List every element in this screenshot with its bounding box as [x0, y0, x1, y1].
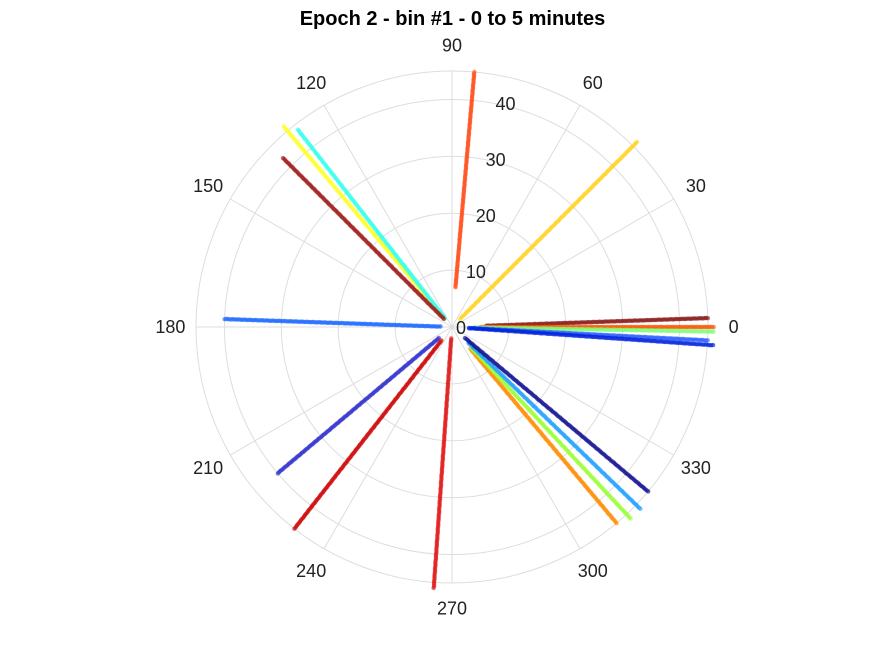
grid-spoke: [451, 326, 674, 456]
angle-tick-label: 210: [193, 458, 223, 478]
data-point: [292, 526, 297, 531]
data-point: [628, 516, 633, 521]
data-point: [634, 139, 640, 145]
data-point: [281, 124, 287, 129]
radial-tick-label: 20: [476, 206, 496, 226]
grid-spoke: [230, 326, 453, 456]
angle-tick-label: 120: [296, 73, 326, 93]
grid-spoke: [451, 326, 581, 549]
angle-tick-label: 330: [681, 458, 711, 478]
grid-spoke: [451, 105, 581, 328]
data-point: [705, 338, 710, 343]
grid-spoke: [323, 326, 453, 549]
grid-spoke: [451, 198, 674, 328]
data-point: [275, 471, 280, 476]
data-point: [711, 324, 716, 330]
data-point: [614, 521, 619, 526]
angle-tick-label: 180: [155, 317, 185, 337]
grid-spoke: [323, 105, 453, 328]
data-point: [711, 329, 716, 334]
radial-tick-label: 30: [486, 150, 506, 170]
data-point: [295, 127, 301, 132]
polar-grid: [195, 70, 709, 584]
data-point: [705, 316, 710, 321]
radial-tick-label: 0: [456, 318, 466, 338]
angle-tick-label: 60: [583, 73, 603, 93]
data-point: [646, 489, 651, 494]
data-layer: [222, 69, 716, 591]
data-point: [710, 342, 716, 348]
angle-tick-label: 240: [296, 561, 326, 581]
radial-tick-label: 10: [466, 262, 486, 282]
angle-tick-label: 270: [437, 599, 467, 619]
data-point: [280, 155, 286, 161]
grid-spoke: [230, 198, 453, 328]
data-point: [638, 506, 643, 511]
angle-tick-label: 150: [193, 176, 223, 196]
radial-tick-label: 40: [496, 94, 516, 114]
tick-labels: 0 30 60 90 120 150 180 210 240 270 300 330 0 10 20 30 40: [155, 35, 738, 618]
data-point: [431, 585, 436, 591]
chart-title: Epoch 2 - bin #1 - 0 to 5 minutes: [299, 8, 606, 30]
angle-tick-label: 90: [442, 35, 462, 55]
data-point: [472, 69, 477, 75]
angle-tick-label: 300: [578, 561, 608, 581]
angle-tick-label: 0: [729, 317, 739, 337]
angle-tick-label: 30: [686, 176, 706, 196]
data-point: [222, 317, 227, 322]
